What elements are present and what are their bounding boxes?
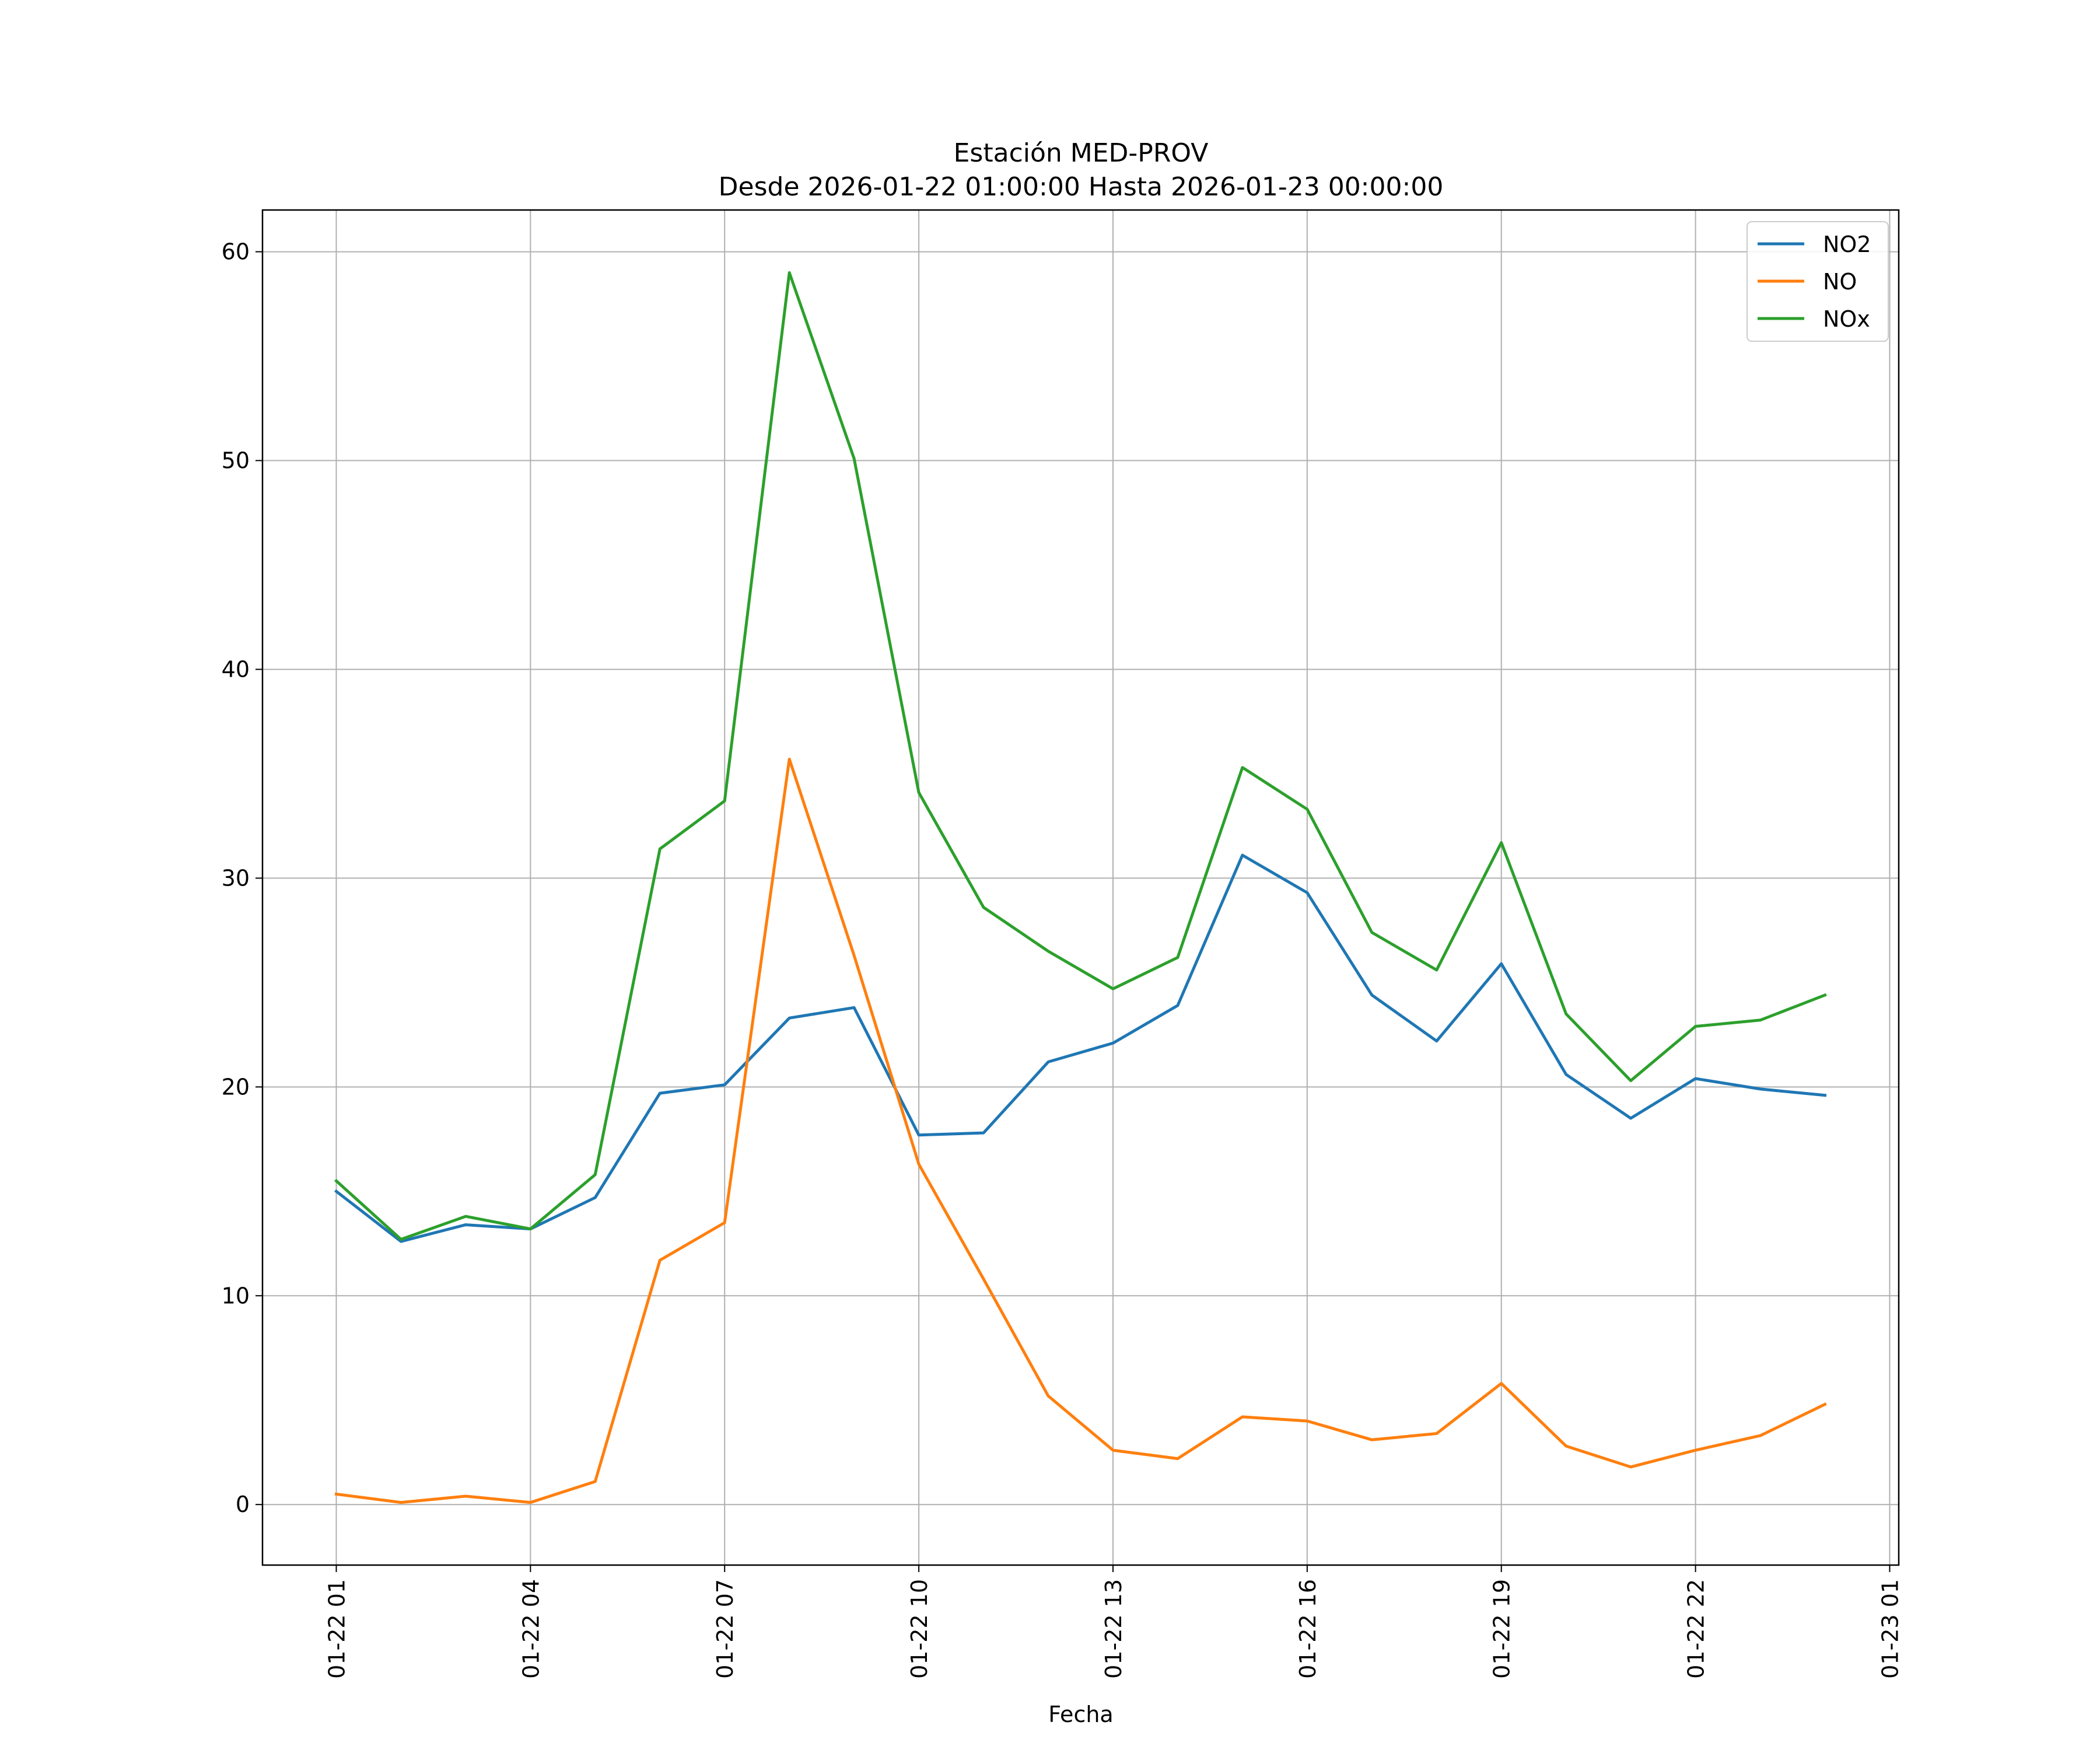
x-tick-label: 01-23 01 [1877,1579,1903,1679]
y-tick-label: 0 [236,1492,250,1517]
x-tick-label: 01-22 07 [712,1579,738,1679]
legend-box [1746,221,1889,342]
x-tick-label: 01-22 16 [1295,1579,1321,1679]
x-tick-label: 01-22 19 [1489,1579,1515,1679]
legend-label-nox: NOx [1823,306,1870,332]
x-tick-label: 01-22 01 [324,1579,349,1679]
chart-title: Estación MED-PROV [954,138,1209,168]
y-tick-label: 40 [222,656,250,682]
x-axis: 01-22 01 01-22 04 01-22 07 01-22 10 01-22 13… [324,1565,1903,1679]
y-tick-label: 50 [222,448,250,474]
legend-label-no2: NO2 [1823,232,1871,257]
series-line-nox [334,271,1827,1241]
grid-lines [262,210,1899,1565]
series-line-no2 [334,853,1827,1243]
x-tick-label: 01-22 10 [907,1579,932,1679]
legend-label-no: NO [1823,269,1857,295]
y-tick-label: 10 [222,1283,250,1308]
chart-subtitle: Desde 2026-01-22 01:00:00 Hasta 2026-01-… [719,172,1444,202]
legend: NO2 NO NOx [1746,221,1889,342]
y-axis: 0 10 20 30 40 50 60 [222,239,262,1517]
x-tick-label: 01-22 22 [1684,1579,1709,1679]
y-tick-label: 60 [222,239,250,265]
plot-frame [261,209,1900,1566]
x-axis-label: Fecha [1048,1702,1113,1727]
x-tick-label: 01-22 04 [518,1579,544,1679]
series-lines [334,271,1827,1504]
x-tick-label: 01-22 13 [1101,1579,1126,1679]
y-tick-label: 30 [222,865,250,891]
y-tick-label: 20 [222,1074,250,1100]
series-line-no [334,757,1827,1504]
